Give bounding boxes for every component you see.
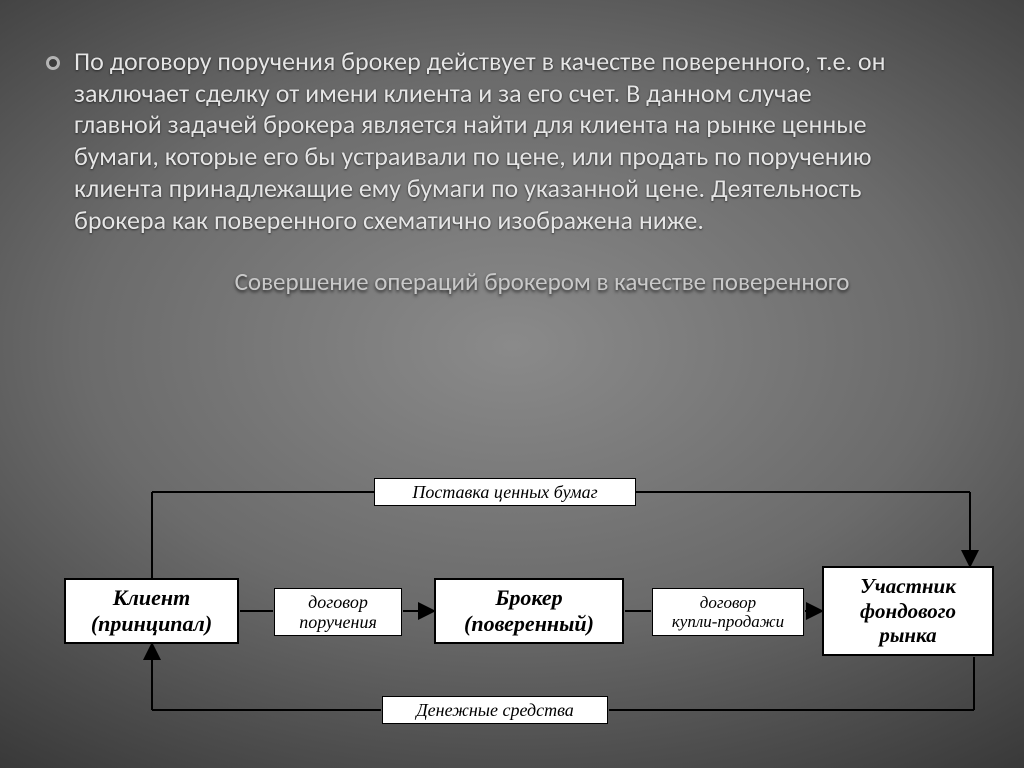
bullet-icon bbox=[46, 56, 60, 70]
node-market: Участникфондовогорынка bbox=[822, 566, 994, 656]
edge-label-lbl_e2: договоркупли-продажи bbox=[652, 588, 804, 636]
edge-label-lbl_bot: Денежные средства bbox=[382, 696, 608, 724]
node-broker: Брокер(поверенный) bbox=[434, 578, 624, 644]
body-text: По договору поручения брокер действует в… bbox=[74, 46, 894, 236]
bullet-paragraph: По договору поручения брокер действует в… bbox=[46, 46, 978, 236]
diagram-title: Совершение операций брокером в качестве … bbox=[46, 266, 978, 297]
edge-label-lbl_e1: договорпоручения bbox=[274, 588, 402, 636]
node-client: Клиент(принципал) bbox=[64, 578, 239, 644]
flowchart: Клиент(принципал) Брокер(поверенный) Участ… bbox=[64, 478, 994, 728]
slide: По договору поручения брокер действует в… bbox=[0, 0, 1024, 768]
edge-label-lbl_top: Поставка ценных бумаг bbox=[374, 478, 636, 506]
